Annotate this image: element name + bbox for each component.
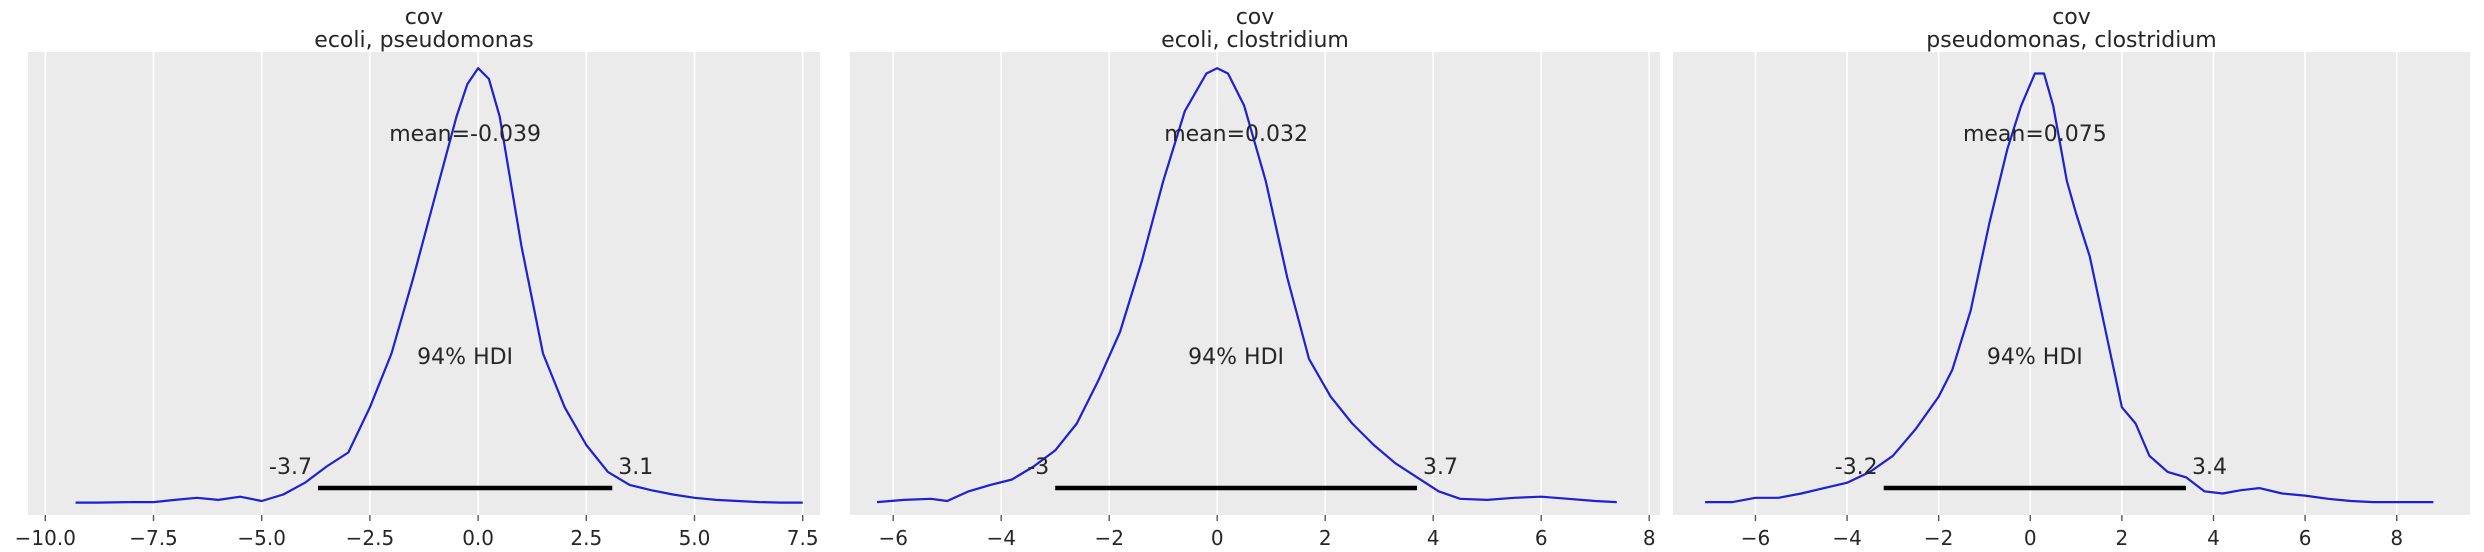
hdi-label: 94% HDI <box>417 345 513 370</box>
x-tick-label: −2 <box>1094 526 1123 550</box>
density-line <box>75 67 803 504</box>
x-tick-label: 0 <box>1211 526 1224 550</box>
panel-title: cov <box>405 5 444 30</box>
hdi-low-label: -3 <box>1027 455 1049 480</box>
x-tick-label: 5.0 <box>679 526 711 550</box>
density-line <box>876 67 1617 504</box>
x-tick-label: 0 <box>2024 526 2037 550</box>
x-tick-label: 6 <box>2299 526 2312 550</box>
x-tick-label: −4 <box>986 526 1015 550</box>
hdi-label: 94% HDI <box>1188 345 1284 370</box>
density-line <box>1705 72 2434 504</box>
x-tick-label: 2 <box>2116 526 2129 550</box>
mean-label: mean=-0.039 <box>389 122 541 147</box>
plot-background <box>1673 52 2470 515</box>
plot-background <box>850 52 1660 515</box>
panel-subtitle: ecoli, pseudomonas <box>314 28 533 53</box>
x-tick-label: 8 <box>2390 526 2403 550</box>
hdi-low-label: -3.7 <box>269 455 312 480</box>
hdi-high-label: 3.1 <box>618 455 653 480</box>
x-tick-label: −2 <box>1924 526 1953 550</box>
x-tick-label: 7.5 <box>787 526 819 550</box>
panel-subtitle: pseudomonas, clostridium <box>1926 28 2216 53</box>
x-tick-label: −2.5 <box>346 526 395 550</box>
x-tick-label: 2.5 <box>570 526 602 550</box>
x-tick-label: −4 <box>1832 526 1861 550</box>
panel-subtitle: ecoli, clostridium <box>1161 28 1349 53</box>
hdi-low-label: -3.2 <box>1835 455 1878 480</box>
hdi-label: 94% HDI <box>1987 345 2083 370</box>
x-tick-label: −6 <box>1741 526 1770 550</box>
mean-label: mean=0.032 <box>1164 122 1308 147</box>
mean-label: mean=0.075 <box>1963 122 2107 147</box>
panel-title: cov <box>1236 5 1275 30</box>
panel-title: cov <box>2052 5 2091 30</box>
plot-background <box>28 52 820 515</box>
x-tick-label: 4 <box>2207 526 2220 550</box>
x-tick-label: 8 <box>1643 526 1656 550</box>
x-tick-label: −5.0 <box>237 526 286 550</box>
x-tick-label: −6 <box>878 526 907 550</box>
hdi-high-label: 3.7 <box>1423 455 1458 480</box>
x-tick-label: 6 <box>1535 526 1548 550</box>
x-tick-label: 2 <box>1319 526 1332 550</box>
hdi-high-label: 3.4 <box>2192 455 2227 480</box>
x-tick-label: 0.0 <box>462 526 494 550</box>
x-tick-label: 4 <box>1427 526 1440 550</box>
x-tick-label: −7.5 <box>129 526 178 550</box>
x-tick-label: −10.0 <box>15 526 76 550</box>
